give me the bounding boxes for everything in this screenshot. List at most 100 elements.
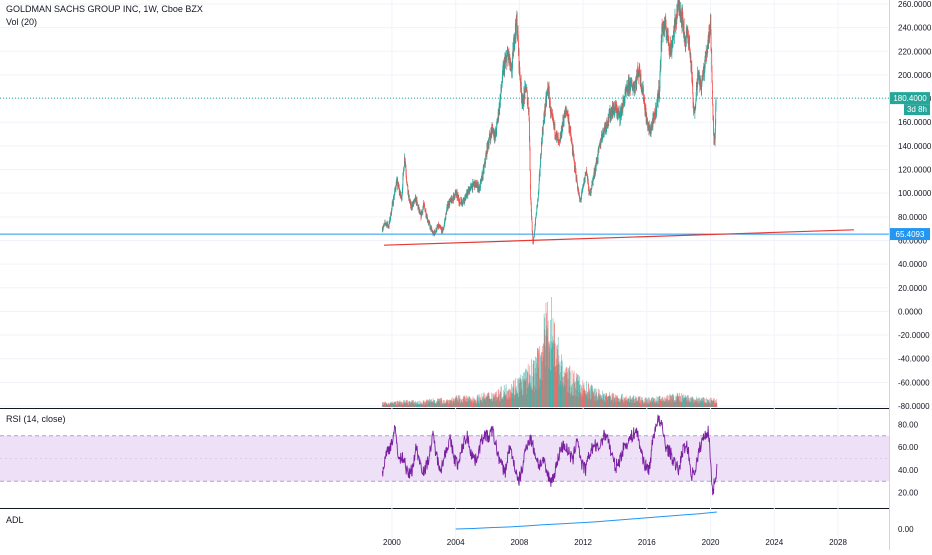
- candle-body: [630, 79, 632, 82]
- candle-body: [573, 152, 574, 157]
- candle-body: [664, 20, 666, 29]
- volume-bar: [452, 397, 454, 407]
- volume-bar: [384, 401, 386, 407]
- candle-body: [518, 49, 520, 69]
- candle-body: [579, 194, 580, 197]
- candle-body: [635, 81, 636, 89]
- rsi-label: RSI (14, close): [6, 414, 66, 424]
- candle-body: [712, 104, 714, 116]
- candle-body: [416, 201, 418, 204]
- candle-body: [446, 206, 448, 210]
- candle-body: [501, 87, 502, 90]
- volume-bar: [558, 355, 560, 407]
- candle-body: [715, 98, 717, 107]
- candle-body: [696, 86, 698, 90]
- candle-body: [559, 139, 561, 142]
- candle-body: [683, 23, 685, 38]
- volume-bar: [647, 397, 649, 407]
- candle-body: [634, 85, 635, 93]
- candle-body: [568, 118, 570, 129]
- volume-bar: [667, 394, 668, 407]
- candle-body: [418, 206, 420, 211]
- candle-body: [386, 224, 388, 227]
- volume-bar: [539, 346, 540, 407]
- candle-body: [616, 108, 618, 115]
- y-tick-label: 100.0000: [898, 189, 932, 198]
- adl-label: ADL: [6, 515, 24, 525]
- y-tick-label: -60.0000: [898, 378, 930, 387]
- candle-body: [439, 225, 440, 228]
- candle-body: [696, 84, 697, 98]
- candle-body: [467, 191, 469, 196]
- volume-bar: [582, 380, 584, 407]
- volume-bar: [696, 398, 698, 407]
- candle-body: [433, 232, 434, 234]
- candle-body: [579, 196, 581, 202]
- candle-body: [541, 131, 543, 142]
- volume-bar: [395, 401, 396, 407]
- candle-body: [495, 130, 497, 137]
- candle-body: [694, 108, 696, 114]
- candle-body: [560, 135, 562, 141]
- y-tick-label: 0.0000: [898, 307, 923, 316]
- volume-bar: [457, 395, 459, 407]
- volume-bar: [525, 378, 527, 407]
- candle-body: [530, 202, 532, 211]
- candle-body: [530, 185, 532, 198]
- candle-body: [488, 141, 490, 147]
- volume-bar: [538, 352, 540, 407]
- candle-body: [548, 91, 550, 104]
- candle-body: [505, 58, 507, 62]
- candle-body: [609, 108, 611, 120]
- candle-body: [660, 57, 662, 69]
- candle-body: [534, 225, 536, 227]
- candle-body: [525, 90, 527, 92]
- candle-body: [407, 184, 408, 186]
- volume-bar: [673, 395, 675, 407]
- candle-body: [482, 168, 484, 178]
- volume-bar: [500, 386, 502, 407]
- candle-body: [575, 165, 576, 173]
- y-tick-label: -80.0000: [898, 402, 930, 411]
- volume-bar: [588, 384, 589, 407]
- volume-bar: [461, 398, 463, 407]
- volume-bar: [388, 403, 389, 407]
- volume-bar: [666, 395, 668, 407]
- candle-body: [535, 213, 537, 218]
- volume-bar: [586, 381, 587, 407]
- candle-body: [533, 233, 535, 237]
- volume-bar: [536, 363, 538, 407]
- volume-bar: [698, 397, 700, 407]
- y-tick-label: 20.0000: [898, 284, 927, 293]
- chart-title: GOLDMAN SACHS GROUP INC, 1W, Cboe BZX: [6, 4, 203, 14]
- candle-body: [688, 35, 689, 44]
- rsi-tick-label: 20.00: [898, 489, 919, 498]
- candle-body: [619, 111, 620, 115]
- candle-body: [471, 184, 472, 188]
- candle-body: [445, 213, 447, 220]
- candle-body: [537, 192, 539, 199]
- candle-body: [393, 194, 395, 197]
- candle-body: [558, 140, 560, 142]
- candle-body: [587, 179, 589, 185]
- candle-body: [413, 199, 415, 201]
- volume-bars: [381, 297, 718, 407]
- candle-body: [531, 218, 533, 222]
- candle-body: [598, 145, 600, 150]
- candle-body: [498, 113, 500, 118]
- candle-body: [672, 35, 674, 42]
- candle-body: [682, 16, 684, 24]
- volume-bar: [406, 399, 408, 407]
- volume-bar: [400, 401, 402, 407]
- candle-body: [692, 84, 694, 95]
- candle-body: [424, 207, 426, 212]
- candle-body: [606, 123, 608, 127]
- candle-body: [561, 133, 563, 136]
- candle-body: [449, 201, 451, 206]
- candle-body: [536, 207, 538, 214]
- support-price-label: 65.4093: [896, 230, 925, 239]
- candle-body: [453, 194, 455, 197]
- candle-body: [436, 227, 438, 231]
